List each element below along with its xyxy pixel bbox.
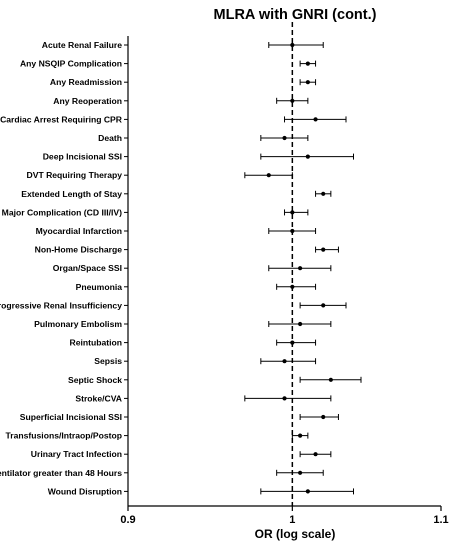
or-point [305,61,310,66]
or-point [298,433,303,438]
row-label: DVT Requiring Therapy [27,170,123,180]
or-point [298,321,303,327]
row-label: Any NSQIP Complication [20,59,122,69]
row-label: Acute Renal Failure [42,40,122,50]
row-label: Septic Shock [68,375,122,385]
or-point [282,396,287,401]
chart-title: MLRA with GNRI (cont.) [214,7,377,23]
row-label: Wound Disruption [48,486,122,496]
row-label: Any Reoperation [53,96,122,106]
row-label: Pneumonia [76,282,123,292]
or-point [290,284,295,289]
row-label: Myocardial Infarction [36,226,122,236]
or-point [298,266,303,271]
row-label: Superficial Incisional SSI [20,412,122,422]
row-label: Sepsis [94,356,122,366]
x-axis-label: OR (log scale) [255,527,336,541]
or-point [328,377,333,382]
x-tick-label: 1 [289,514,295,526]
or-point [290,228,295,234]
row-label: Deep Incisional SSI [43,152,122,162]
or-point [290,340,295,345]
row-label: Progressive Renal Insufficiency [0,300,122,310]
or-point [298,470,303,475]
or-point [313,117,318,122]
or-point [305,154,310,159]
or-point [290,42,295,48]
or-point [321,191,326,196]
or-point [321,414,326,420]
row-label: Non-Home Discharge [35,245,123,255]
row-label: Urinary Tract Infection [31,449,122,459]
or-point [321,247,326,252]
row-label: Any Readmission [50,77,122,87]
or-point [290,98,295,103]
row-label: Major Complication (CD III/IV) [2,207,122,217]
or-point [305,80,310,85]
row-label: Stroke/CVA [75,393,122,403]
or-point [321,303,326,308]
row-label: Organ/Space SSI [53,263,122,273]
row-label: Reintubation [69,338,122,348]
plot-area: 0.9 1 1.1 Acute Renal Failure Any NSQIP Comp… [0,22,449,526]
or-point [282,135,287,141]
row-label: Ventilator greater than 48 Hours [0,468,122,478]
row-label: Extended Length of Stay [21,189,122,199]
or-point [305,489,310,494]
row-label: Transfusions/Intraop/Postop [5,431,122,441]
or-point [313,452,318,457]
x-tick-label: 0.9 [120,514,135,526]
or-point [290,210,295,215]
or-point [266,173,271,178]
row-label: Pulmonary Embolism [34,319,122,329]
row-label: Cardiac Arrest Requiring CPR [0,114,123,124]
x-tick-label: 1.1 [433,514,448,526]
row-label: Death [98,133,122,143]
or-point [282,359,287,364]
